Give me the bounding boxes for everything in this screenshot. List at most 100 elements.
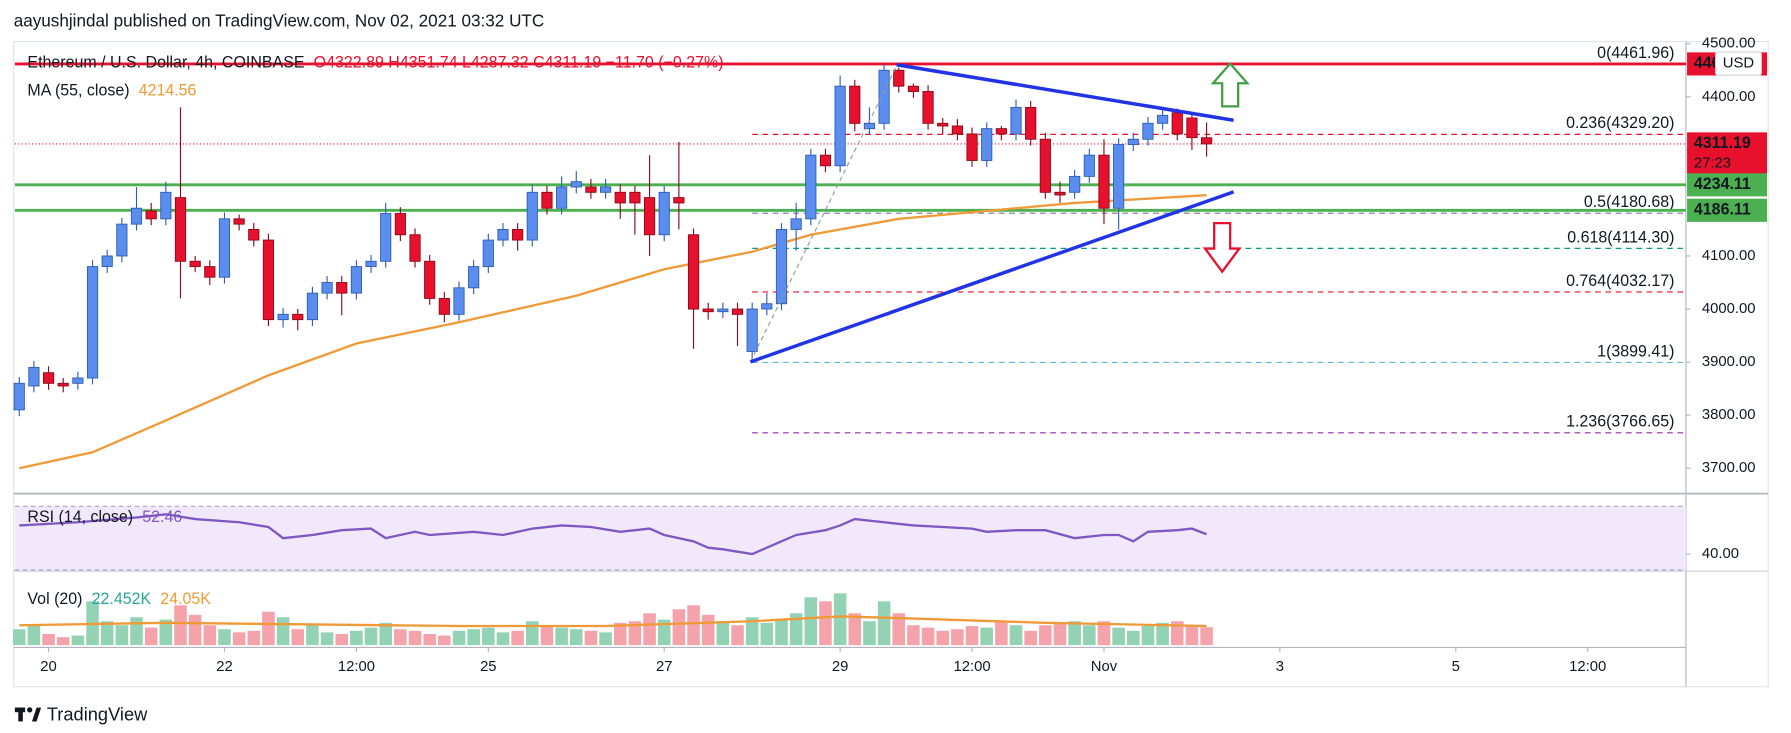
price-badge-label: 4186.11: [1694, 200, 1751, 218]
candle-body: [218, 218, 231, 278]
candle-body: [863, 122, 876, 130]
legend: Ethereum / U.S. Dollar, 4h, COINBASE O432…: [27, 54, 723, 72]
volume-bar: [995, 621, 1008, 646]
candle-body: [805, 154, 817, 220]
volume-bar: [12, 629, 26, 646]
volume-bar: [1141, 626, 1155, 646]
fib-label: 1(3899.41): [1597, 342, 1674, 360]
volume-bar: [789, 613, 803, 646]
currency-label: USD: [1723, 54, 1755, 71]
volume-ma-line: [19, 615, 1207, 628]
candle-body: [72, 377, 84, 384]
legend-part: 22.452K: [92, 590, 152, 608]
x-tick-label: 12:00: [338, 658, 375, 675]
candle-body: [585, 186, 597, 193]
fib-label: 0.764(4032.17): [1566, 272, 1674, 290]
candle-body: [687, 234, 700, 310]
legend-part: 24.05K: [160, 590, 211, 608]
price-badge: [1687, 132, 1768, 174]
volume-bar: [701, 614, 715, 646]
volume-bar: [262, 611, 275, 646]
candle-body: [907, 85, 920, 92]
candle-body: [380, 213, 392, 262]
candle-body: [775, 228, 788, 305]
candle-body: [849, 85, 861, 124]
fib-label: 1.236(3766.65): [1566, 413, 1674, 431]
candle-body: [42, 372, 55, 384]
volume-bar: [555, 627, 568, 646]
candle-body: [277, 313, 289, 321]
volume-bar: [760, 622, 774, 646]
rsi-band: [14, 506, 1686, 570]
x-tick-label: 25: [480, 658, 497, 675]
moving-average: [19, 194, 1207, 470]
volume-bar: [907, 625, 920, 646]
volume-bar: [1170, 621, 1184, 646]
candle-body: [966, 133, 978, 161]
legend-part: Vol (20): [27, 590, 82, 608]
plot: 0(4461.96) 0.236(4329.20) 0.5(4180.68) 0.61…: [12, 35, 1768, 675]
volume-bar: [1083, 625, 1096, 646]
volume-bar: [921, 627, 935, 646]
candle-body: [790, 218, 802, 230]
candle-body: [350, 266, 362, 294]
candle-body: [1054, 191, 1066, 196]
candle-body: [321, 282, 333, 294]
volume-bar: [1156, 622, 1169, 646]
x-tick-label: 22: [216, 658, 233, 675]
volume-bar: [100, 621, 114, 646]
volume-bar: [232, 632, 246, 646]
x-tick-label: 27: [656, 658, 673, 675]
candle-body: [204, 266, 216, 278]
candle-body: [409, 234, 421, 262]
legend-part: 4214.56: [139, 82, 197, 100]
candle-body: [1025, 106, 1037, 140]
volume-bar: [174, 605, 187, 646]
volume-bar: [599, 632, 612, 646]
candle-body: [1113, 144, 1125, 209]
legend-part: RSI (14, close): [27, 508, 133, 526]
legend-part: MA (55, close): [27, 82, 129, 100]
volume-bar: [394, 629, 407, 646]
volume-bar: [1024, 630, 1037, 646]
volume-bar: [423, 633, 436, 646]
volume-bar: [496, 632, 510, 646]
volume-bar: [643, 613, 656, 646]
logo-part: [18, 707, 23, 722]
volume-bar: [350, 630, 363, 646]
candle-body: [365, 260, 377, 268]
candle-body: [1157, 114, 1169, 124]
fib-label: 0(4461.96): [1597, 44, 1674, 62]
candle-body: [1142, 122, 1154, 140]
volume-bar: [115, 625, 129, 646]
volume-bar: [569, 629, 583, 646]
volume-bar: [687, 605, 700, 646]
legend-part: 52.46: [142, 508, 182, 526]
candle-body: [1200, 137, 1213, 145]
x-tick-label: 29: [832, 658, 849, 675]
volume-bar: [848, 613, 862, 646]
candle-body: [306, 292, 319, 321]
candle-body: [262, 239, 275, 321]
candle-body: [1083, 154, 1095, 177]
volume-bar: [218, 629, 231, 646]
candle-body: [512, 228, 524, 241]
x-tick-label: 5: [1452, 658, 1460, 675]
candle-body: [160, 191, 172, 220]
volume-bar: [613, 622, 627, 646]
volume-bar: [980, 627, 993, 646]
volume-bar: [247, 630, 261, 646]
volume-bar: [540, 625, 554, 646]
candle-body: [1127, 138, 1139, 146]
volume-bar: [306, 625, 319, 646]
y-tick-label: 4000.00: [1702, 300, 1756, 317]
volume-bar: [936, 630, 950, 646]
x-tick-label: 20: [40, 658, 57, 675]
candle-body: [1171, 112, 1183, 135]
logo-part: [27, 707, 33, 713]
volume-bar: [672, 609, 686, 646]
volume-bar: [1112, 627, 1125, 646]
trend-line: [896, 63, 1234, 122]
candle-body: [116, 223, 128, 257]
